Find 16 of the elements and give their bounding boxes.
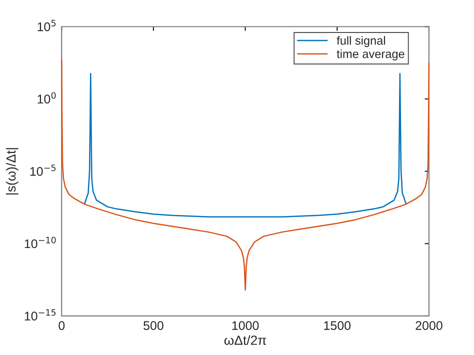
y-axis-title: |s(ω)/Δt| [6,148,18,194]
x-tick-label: 2000 [416,321,442,330]
x-tick-label: 1500 [324,321,351,330]
x-tick-label: 1000 [232,321,259,330]
legend-label: full signal [336,36,386,48]
x-axis-title: ωΔt/2π [224,335,266,345]
x-tick-label: 0 [58,321,65,330]
y-tick-label: 10$^{0}$ [38,92,56,104]
y-tick-label: 10$^{−15}$ [24,309,56,321]
y-tick-label: 10$^{5}$ [38,20,56,32]
y-tick-label: 10$^{−5}$ [30,164,56,176]
line-series [84,73,407,218]
line-series [60,59,430,291]
legend-label: time average [336,49,404,60]
x-tick-label: 500 [144,321,164,330]
y-tick-label: 10$^{−10}$ [24,236,56,248]
